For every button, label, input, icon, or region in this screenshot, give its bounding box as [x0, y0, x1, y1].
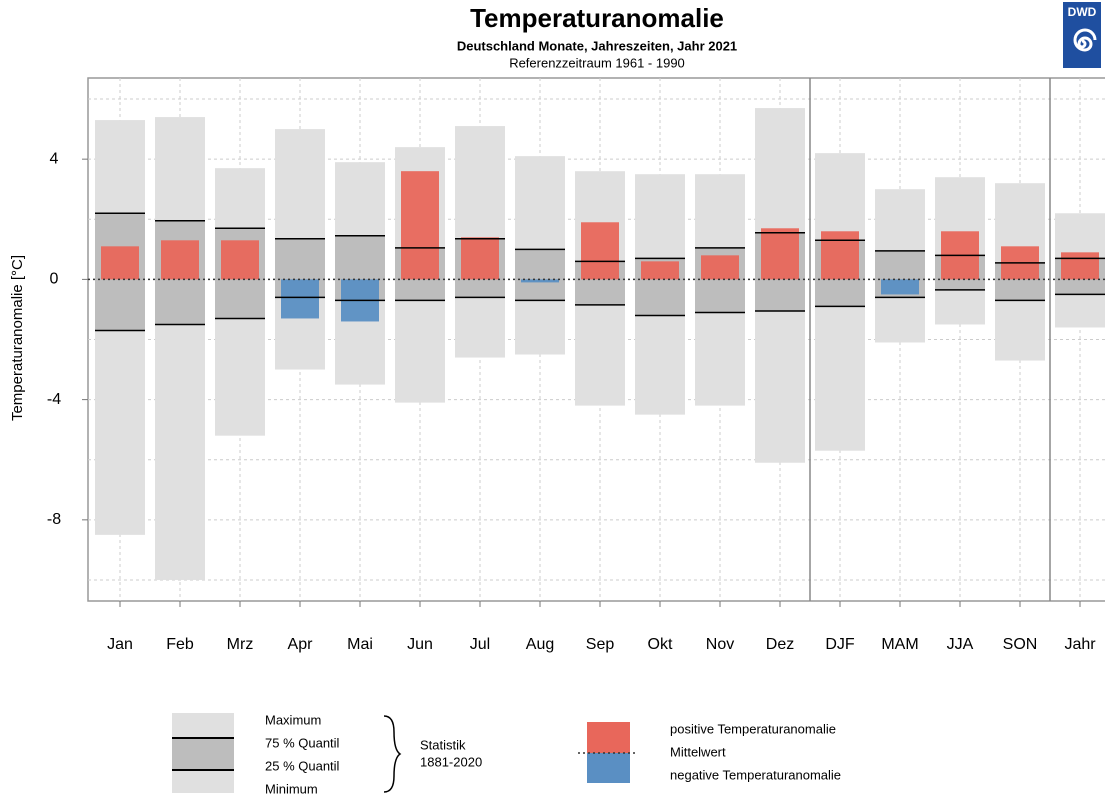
anomaly-bar [641, 261, 679, 280]
legend-label: Maximum [265, 712, 321, 727]
x-tick-label: JJA [947, 636, 974, 653]
x-tick-label: DJF [825, 636, 855, 653]
legend-label: positive Temperaturanomalie [670, 721, 836, 736]
legend-label: Mittelwert [670, 744, 726, 759]
legend-label: Statistik [420, 737, 466, 752]
chart-title: Temperaturanomalie [470, 3, 724, 33]
x-tick-label: Nov [706, 636, 734, 653]
logo: DWD [1063, 2, 1101, 68]
anomaly-bar [461, 237, 499, 280]
x-tick-label: Jan [107, 636, 133, 653]
quartile-box [515, 249, 565, 301]
x-tick-label: MAM [881, 636, 918, 653]
anomaly-bar [221, 240, 259, 280]
y-axis-label: Temperaturanomalie [°C] [9, 255, 26, 421]
x-tick-label: Okt [648, 636, 673, 653]
x-tick-label: SON [1003, 636, 1038, 653]
range-box [155, 117, 205, 580]
x-tick-label: Sep [586, 636, 615, 653]
legend: Maximum 75 % Quantil 25 % Quantil Minimu… [172, 712, 841, 796]
anomaly-bar [581, 222, 619, 280]
x-tick-label: Aug [526, 636, 554, 653]
legend-quartile [172, 738, 234, 770]
chart-subtitle: Deutschland Monate, Jahreszeiten, Jahr 2… [457, 38, 737, 53]
x-tick-label: Jahr [1064, 636, 1096, 653]
anomaly-bar [761, 228, 799, 280]
logo-spiral [1073, 28, 1097, 52]
anomaly-bar [881, 279, 919, 295]
reference-period: Referenzzeitraum 1961 - 1990 [509, 55, 685, 70]
x-tick-label: Feb [166, 636, 194, 653]
x-tick-label: Dez [766, 636, 794, 653]
plot-area: -8 -4 0 4 Jan Feb Mrz Apr Mai Jun Jul Aug Sep Okt Nov D… [47, 77, 1105, 653]
anomaly-bar [281, 279, 319, 319]
anomaly-bar [701, 255, 739, 280]
legend-label: 75 % Quantil [265, 735, 340, 750]
y-tick-label: -4 [47, 391, 61, 408]
legend-positive [587, 722, 630, 753]
legend-negative [587, 753, 630, 783]
anomaly-bar [101, 246, 139, 280]
anomaly-bar [401, 171, 439, 280]
logo-text: DWD [1068, 5, 1097, 19]
legend-label: Minimum [265, 781, 318, 796]
legend-brace [383, 715, 402, 793]
x-tick-label: Jul [470, 636, 490, 653]
y-tick-label: 0 [50, 271, 59, 288]
x-tick-label: Mai [347, 636, 373, 653]
anomaly-bar [821, 231, 859, 280]
y-tick-label: -8 [47, 511, 61, 528]
anomaly-bar [1061, 252, 1099, 280]
anomaly-bar [161, 240, 199, 280]
x-tick-label: Mrz [227, 636, 254, 653]
legend-label: 25 % Quantil [265, 758, 340, 773]
legend-label: negative Temperaturanomalie [670, 767, 841, 782]
y-tick-label: 4 [50, 150, 59, 167]
anomaly-bar [521, 279, 559, 283]
x-tick-label: Jun [407, 636, 433, 653]
legend-label: 1881-2020 [420, 754, 482, 769]
x-tick-label: Apr [288, 636, 314, 653]
